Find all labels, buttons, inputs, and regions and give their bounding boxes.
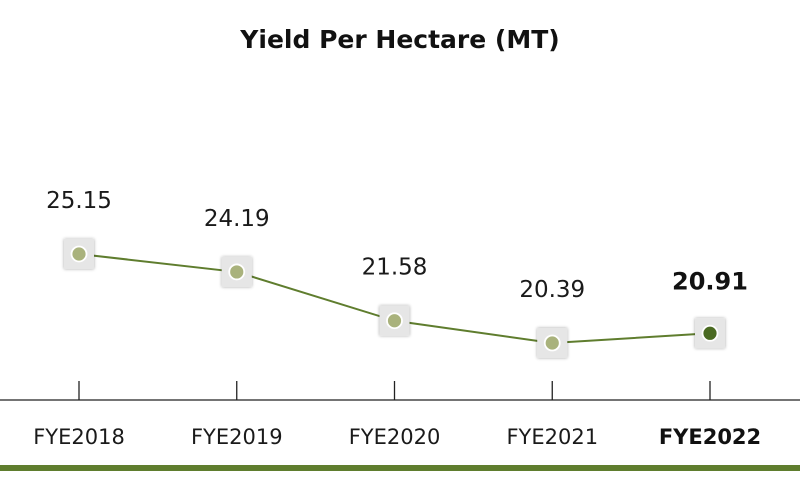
x-tick-label: FYE2019	[191, 425, 283, 449]
x-tick-label: FYE2021	[506, 425, 598, 449]
data-label: 20.91	[672, 267, 748, 295]
data-label: 25.15	[46, 188, 112, 214]
data-point	[701, 324, 719, 342]
data-point	[543, 334, 561, 352]
chart-marks: FYE2018 FYE2019 FYE2020 FYE2021 FYE2022 25.15…	[0, 188, 800, 471]
x-tick-label: FYE2018	[33, 425, 125, 449]
data-label: 21.58	[362, 255, 428, 281]
data-point	[70, 245, 88, 263]
data-point	[386, 312, 403, 330]
data-label: 24.19	[204, 206, 270, 232]
data-point	[228, 263, 246, 281]
bottom-rule	[0, 465, 800, 471]
chart-title: Yield Per Hectare (MT)	[239, 25, 559, 54]
x-tick-label: FYE2022	[659, 425, 761, 449]
x-tick-label: FYE2020	[349, 425, 441, 449]
data-label: 20.39	[519, 277, 585, 303]
